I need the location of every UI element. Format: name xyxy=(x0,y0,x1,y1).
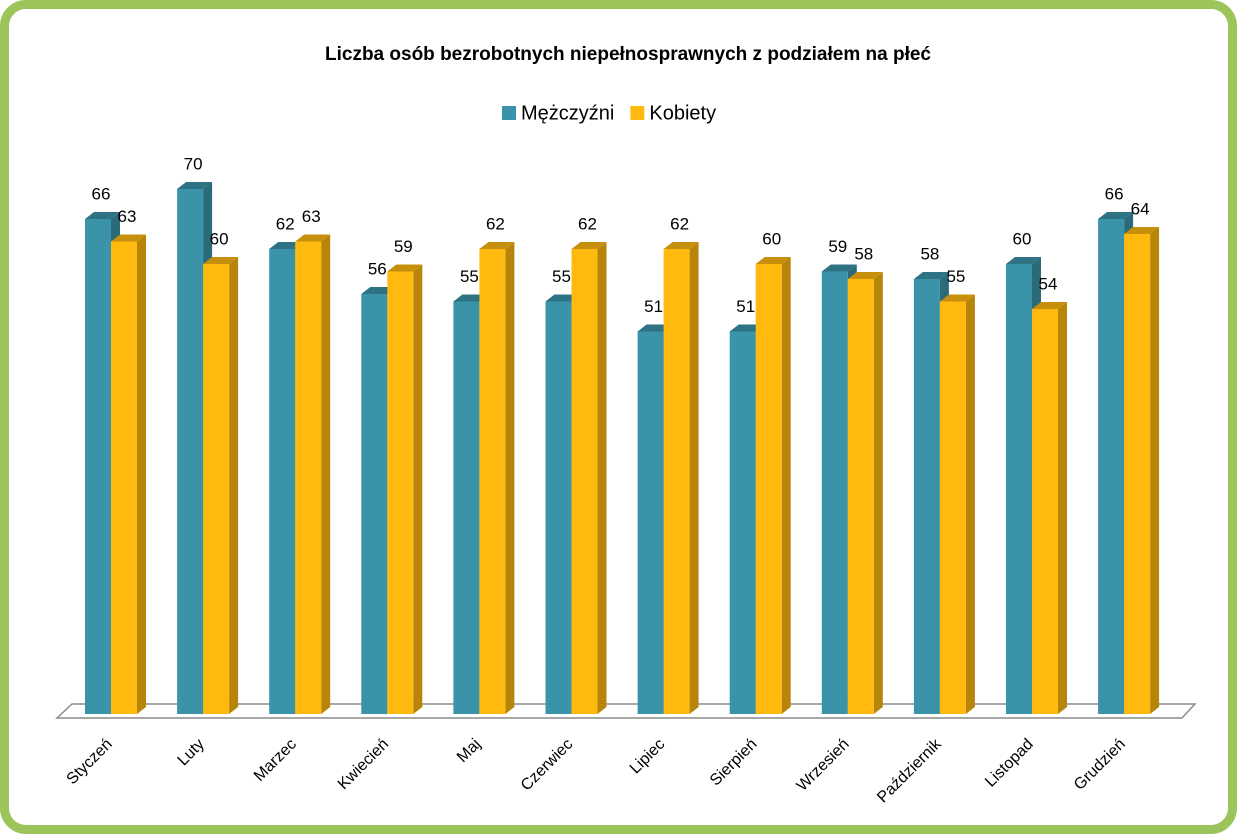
bar-side xyxy=(505,242,515,714)
data-label: 60 xyxy=(210,229,229,248)
data-label: 63 xyxy=(118,207,137,226)
chart-title: Liczba osób bezrobotnych niepełnosprawny… xyxy=(325,44,931,65)
bar-side xyxy=(137,234,146,714)
bar-side xyxy=(413,264,423,714)
bar xyxy=(85,219,111,714)
bar-top xyxy=(479,242,515,249)
data-label: 55 xyxy=(460,267,479,286)
bar-top xyxy=(939,294,975,302)
data-label: 56 xyxy=(368,259,387,278)
bar-side xyxy=(1058,302,1067,714)
bar-top xyxy=(755,257,791,264)
x-tick-label: Czerwiec xyxy=(518,736,577,795)
bar-top xyxy=(85,212,120,219)
bar-top xyxy=(111,234,146,242)
data-label: 70 xyxy=(184,154,203,173)
data-label: 59 xyxy=(828,237,847,256)
bar-top xyxy=(1124,227,1160,234)
data-label: 62 xyxy=(670,214,689,233)
data-label: 62 xyxy=(578,214,597,233)
data-label: 58 xyxy=(854,244,873,263)
bar xyxy=(387,271,414,714)
x-tick-label: Wrzesień xyxy=(794,736,853,795)
bar-top xyxy=(203,257,239,264)
data-label: 54 xyxy=(1039,274,1058,293)
bar xyxy=(1098,219,1125,714)
bar-top xyxy=(387,264,423,272)
bar xyxy=(637,331,664,714)
bar-top xyxy=(913,272,949,279)
bar xyxy=(269,249,296,714)
bar-side xyxy=(229,257,239,714)
data-label: 55 xyxy=(946,267,965,286)
bar-top xyxy=(847,272,883,279)
bar xyxy=(203,264,230,714)
data-label: 51 xyxy=(736,297,755,316)
legend-label: Mężczyźni xyxy=(521,102,614,124)
x-tick-label: Październik xyxy=(874,735,945,806)
bar xyxy=(361,294,388,714)
legend-swatch xyxy=(502,106,516,120)
bar xyxy=(1006,264,1032,714)
bar xyxy=(755,264,782,714)
bar-side xyxy=(689,242,699,714)
bar-top xyxy=(295,234,331,242)
bar-top xyxy=(663,242,699,249)
bar-side xyxy=(321,234,331,714)
data-label: 62 xyxy=(276,214,295,233)
bar xyxy=(847,279,874,714)
data-label: 66 xyxy=(1105,184,1124,203)
x-tick-label: Kwiecień xyxy=(335,736,392,793)
x-tick-label: Sierpień xyxy=(707,736,761,790)
bar-side xyxy=(873,272,883,714)
bar xyxy=(821,271,848,714)
bar xyxy=(663,249,690,714)
bar xyxy=(545,301,572,714)
bar-top xyxy=(1006,257,1041,264)
data-label: 59 xyxy=(394,237,413,256)
bar xyxy=(571,249,598,714)
bar xyxy=(479,249,506,714)
data-label: 55 xyxy=(552,267,571,286)
bar-side xyxy=(781,257,791,714)
x-tick-label: Listopad xyxy=(982,736,1037,791)
data-label: 60 xyxy=(762,229,781,248)
bar-side xyxy=(597,242,607,714)
data-label: 51 xyxy=(644,297,663,316)
bar xyxy=(177,189,204,714)
data-label: 60 xyxy=(1013,229,1032,248)
x-tick-label: Lipiec xyxy=(627,736,669,778)
bar xyxy=(295,241,322,714)
data-label: 62 xyxy=(486,214,505,233)
bar xyxy=(1032,309,1058,714)
x-tick-label: Styczeń xyxy=(64,736,116,788)
x-tick-label: Maj xyxy=(454,736,484,766)
legend-swatch xyxy=(630,106,645,120)
x-tick-label: Luty xyxy=(175,736,208,769)
bar-side xyxy=(1150,227,1160,714)
bar-side xyxy=(965,294,975,714)
bar-top xyxy=(571,242,607,249)
data-label: 58 xyxy=(920,244,939,263)
bar-top xyxy=(1032,302,1067,309)
data-label: 66 xyxy=(92,184,111,203)
bar-top xyxy=(177,182,213,189)
bar xyxy=(913,279,940,714)
x-tick-label: Grudzień xyxy=(1071,736,1129,794)
bar xyxy=(729,331,756,714)
floor xyxy=(55,703,1197,719)
bar xyxy=(111,241,137,714)
data-label: 64 xyxy=(1131,199,1150,218)
x-tick-label: Marzec xyxy=(251,736,300,785)
bar xyxy=(453,301,480,714)
legend-label: Kobiety xyxy=(649,102,716,124)
bar-top xyxy=(821,264,857,272)
bar xyxy=(1124,234,1151,714)
bar xyxy=(939,301,966,714)
data-label: 63 xyxy=(302,207,321,226)
bar-top xyxy=(1098,212,1134,219)
